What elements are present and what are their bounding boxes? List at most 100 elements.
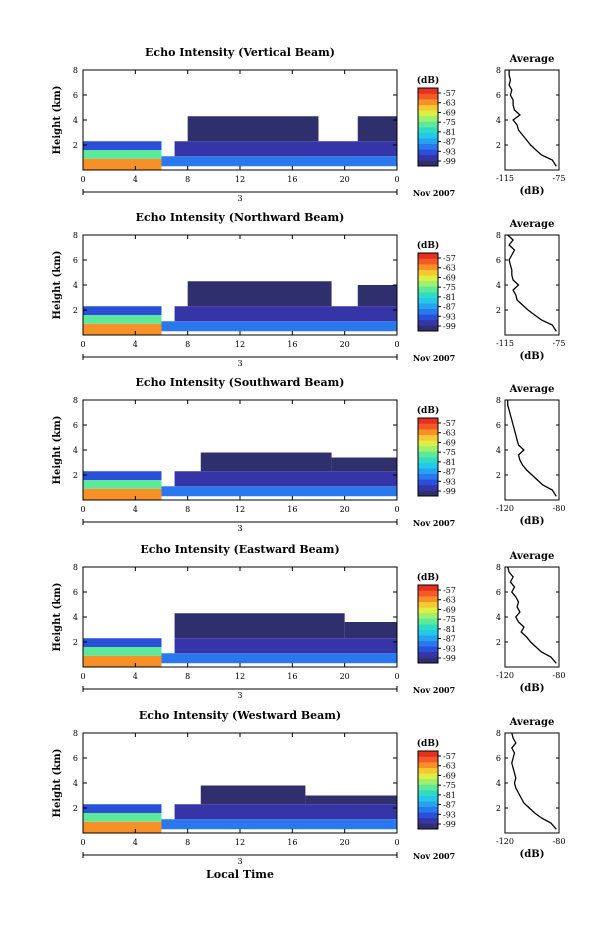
y-tick-label: 4 xyxy=(73,613,78,622)
panel-4: Echo Intensity (Westward Beam) 0 4 8 12 16 20 0… xyxy=(52,709,565,866)
x-tick-label: 0 xyxy=(394,340,399,349)
profile-y-tick-label: 2 xyxy=(496,141,501,150)
heatmap-cell xyxy=(174,638,397,654)
colorbar-swatch xyxy=(418,319,438,326)
colorbar-swatch xyxy=(418,612,438,619)
y-tick-label: 4 xyxy=(73,116,78,125)
colorbar-tick-label: -93 xyxy=(443,810,456,819)
colorbar-tick-label: -63 xyxy=(443,596,456,605)
profile-y-tick-label: 4 xyxy=(496,446,501,455)
y-axis-label: Height (km) xyxy=(52,86,63,155)
heatmap-cell xyxy=(83,141,162,150)
y-axis-label: Height (km) xyxy=(52,416,63,485)
day-label: 3 xyxy=(237,691,242,700)
profile-y-tick-label: 8 xyxy=(496,729,501,738)
colorbar-frame xyxy=(417,87,439,167)
date-label: Nov 2007 xyxy=(413,685,455,695)
x-tick-label: 8 xyxy=(185,505,190,514)
profile-x-tick-label: -115 xyxy=(496,174,514,183)
x-tick-label: 8 xyxy=(185,175,190,184)
colorbar-swatch xyxy=(418,258,438,265)
colorbar-swatch xyxy=(418,445,438,452)
profile-x-tick-label: -120 xyxy=(496,504,514,513)
colorbar-tick-label: -81 xyxy=(443,625,456,634)
colorbar-tick-label: -63 xyxy=(443,762,456,771)
heatmap-cell xyxy=(174,613,345,639)
colorbar-tick-label: -87 xyxy=(443,468,456,477)
heatmap-cell xyxy=(83,471,162,480)
colorbar-swatch xyxy=(418,596,438,603)
x-tick-label: 20 xyxy=(340,175,350,184)
profile-x-label: (dB) xyxy=(520,683,545,694)
colorbar-tick-label: -93 xyxy=(443,644,456,653)
x-tick-label: 0 xyxy=(80,340,85,349)
colorbar-swatch xyxy=(418,823,438,830)
profile-title: Average xyxy=(509,717,555,728)
colorbar-swatch xyxy=(418,297,438,304)
profile-x-label: (dB) xyxy=(520,186,545,197)
profile-x-label: (dB) xyxy=(520,351,545,362)
colorbar-tick-label: -69 xyxy=(443,438,456,447)
colorbar-swatch xyxy=(418,308,438,315)
colorbar-tick-label: -87 xyxy=(443,138,456,147)
x-tick-label: 4 xyxy=(133,838,138,847)
y-tick-label: 2 xyxy=(73,471,78,480)
profile-frame xyxy=(504,234,560,336)
x-tick-label: 16 xyxy=(287,175,297,184)
colorbar-swatch xyxy=(418,440,438,447)
colorbar-swatch xyxy=(418,468,438,475)
profile-title: Average xyxy=(509,219,555,230)
profile-x-tick-label: -115 xyxy=(496,339,514,348)
x-tick-label: 4 xyxy=(133,505,138,514)
x-tick-label: 0 xyxy=(80,672,85,681)
colorbar-swatch xyxy=(418,790,438,796)
colorbar-unit: (dB) xyxy=(417,75,439,86)
y-tick-label: 8 xyxy=(73,563,78,572)
heatmap-cell xyxy=(83,323,162,335)
x-tick-label: 8 xyxy=(185,340,190,349)
profile-y-tick-label: 2 xyxy=(496,306,501,315)
panel-title: Echo Intensity (Northward Beam) xyxy=(136,211,345,224)
colorbar-tick-label: -81 xyxy=(443,293,456,302)
colorbar-swatch xyxy=(418,115,438,122)
colorbar-tick-label: -87 xyxy=(443,303,456,312)
colorbar-tick-label: -81 xyxy=(443,458,456,467)
colorbar-swatch xyxy=(418,784,438,791)
y-tick-label: 4 xyxy=(73,779,78,788)
colorbar-swatch xyxy=(418,607,438,614)
profile-y-tick-label: 2 xyxy=(496,471,501,480)
x-tick-label: 16 xyxy=(287,505,297,514)
x-tick-label: 0 xyxy=(80,505,85,514)
heatmap-cell xyxy=(83,150,162,159)
colorbar-swatch xyxy=(418,773,438,780)
heatmap-cell xyxy=(83,158,162,170)
heatmap-cell xyxy=(357,116,397,142)
colorbar-tick-label: -57 xyxy=(443,586,456,595)
heatmap-cell xyxy=(187,281,332,307)
heatmap-cell xyxy=(161,653,397,664)
heatmap-cell xyxy=(161,486,397,497)
heatmap-cell xyxy=(83,821,162,833)
colorbar-tick-label: -93 xyxy=(443,147,456,156)
heatmap-cell xyxy=(83,306,162,315)
profile-frame xyxy=(504,566,560,668)
colorbar-swatch xyxy=(418,629,438,636)
y-tick-label: 4 xyxy=(73,446,78,455)
colorbar-tick-label: -81 xyxy=(443,791,456,800)
colorbar-swatch xyxy=(418,88,438,94)
profile-frame xyxy=(504,399,560,501)
x-tick-label: 4 xyxy=(133,175,138,184)
y-tick-label: 8 xyxy=(73,396,78,405)
y-axis-label: Height (km) xyxy=(52,749,63,818)
heatmap-cell xyxy=(83,480,162,489)
colorbar-swatch xyxy=(418,303,438,310)
colorbar-swatch xyxy=(418,479,438,486)
colorbar-swatch xyxy=(418,801,438,808)
colorbar-frame xyxy=(417,584,439,664)
colorbar-swatch xyxy=(418,121,438,128)
colorbar-swatch xyxy=(418,93,438,100)
colorbar-swatch xyxy=(418,756,438,763)
colorbar-swatch xyxy=(418,104,438,111)
profile-y-tick-label: 2 xyxy=(496,804,501,813)
profile-y-tick-label: 2 xyxy=(496,638,501,647)
